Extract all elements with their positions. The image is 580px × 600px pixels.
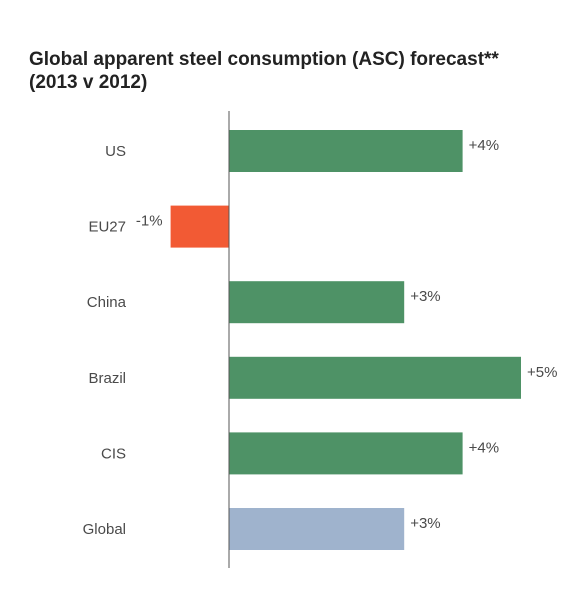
data-label-cis: +4%: [469, 439, 499, 456]
category-label-us: US: [105, 143, 126, 160]
data-label-global: +3%: [410, 515, 440, 532]
bar-china: [229, 281, 405, 324]
chart-title: Global apparent steel consumption (ASC) …: [29, 48, 549, 94]
bar-global: [229, 508, 405, 550]
labels-layer: US +4% EU27 -1% China +3% Brazil +5% CIS +4% Globa…: [83, 137, 558, 538]
category-label-global: Global: [83, 521, 126, 538]
category-label-brazil: Brazil: [88, 370, 126, 387]
data-label-china: +3%: [410, 288, 440, 305]
category-label-china: China: [87, 294, 127, 311]
data-label-us: +4%: [469, 137, 499, 154]
bar-cis: [229, 432, 463, 475]
bar-us: [229, 130, 463, 172]
chart-subtitle: (2013 v 2012): [29, 72, 148, 93]
category-label-eu27: EU27: [88, 219, 126, 236]
category-label-cis: CIS: [101, 445, 126, 462]
chart-title-main: Global apparent steel consumption (ASC) …: [29, 49, 499, 70]
data-label-brazil: +5%: [527, 364, 557, 381]
bars-layer: [170, 130, 521, 550]
bar-brazil: [229, 356, 521, 399]
data-label-eu27: -1%: [136, 213, 163, 230]
bar-eu27: [170, 205, 229, 248]
